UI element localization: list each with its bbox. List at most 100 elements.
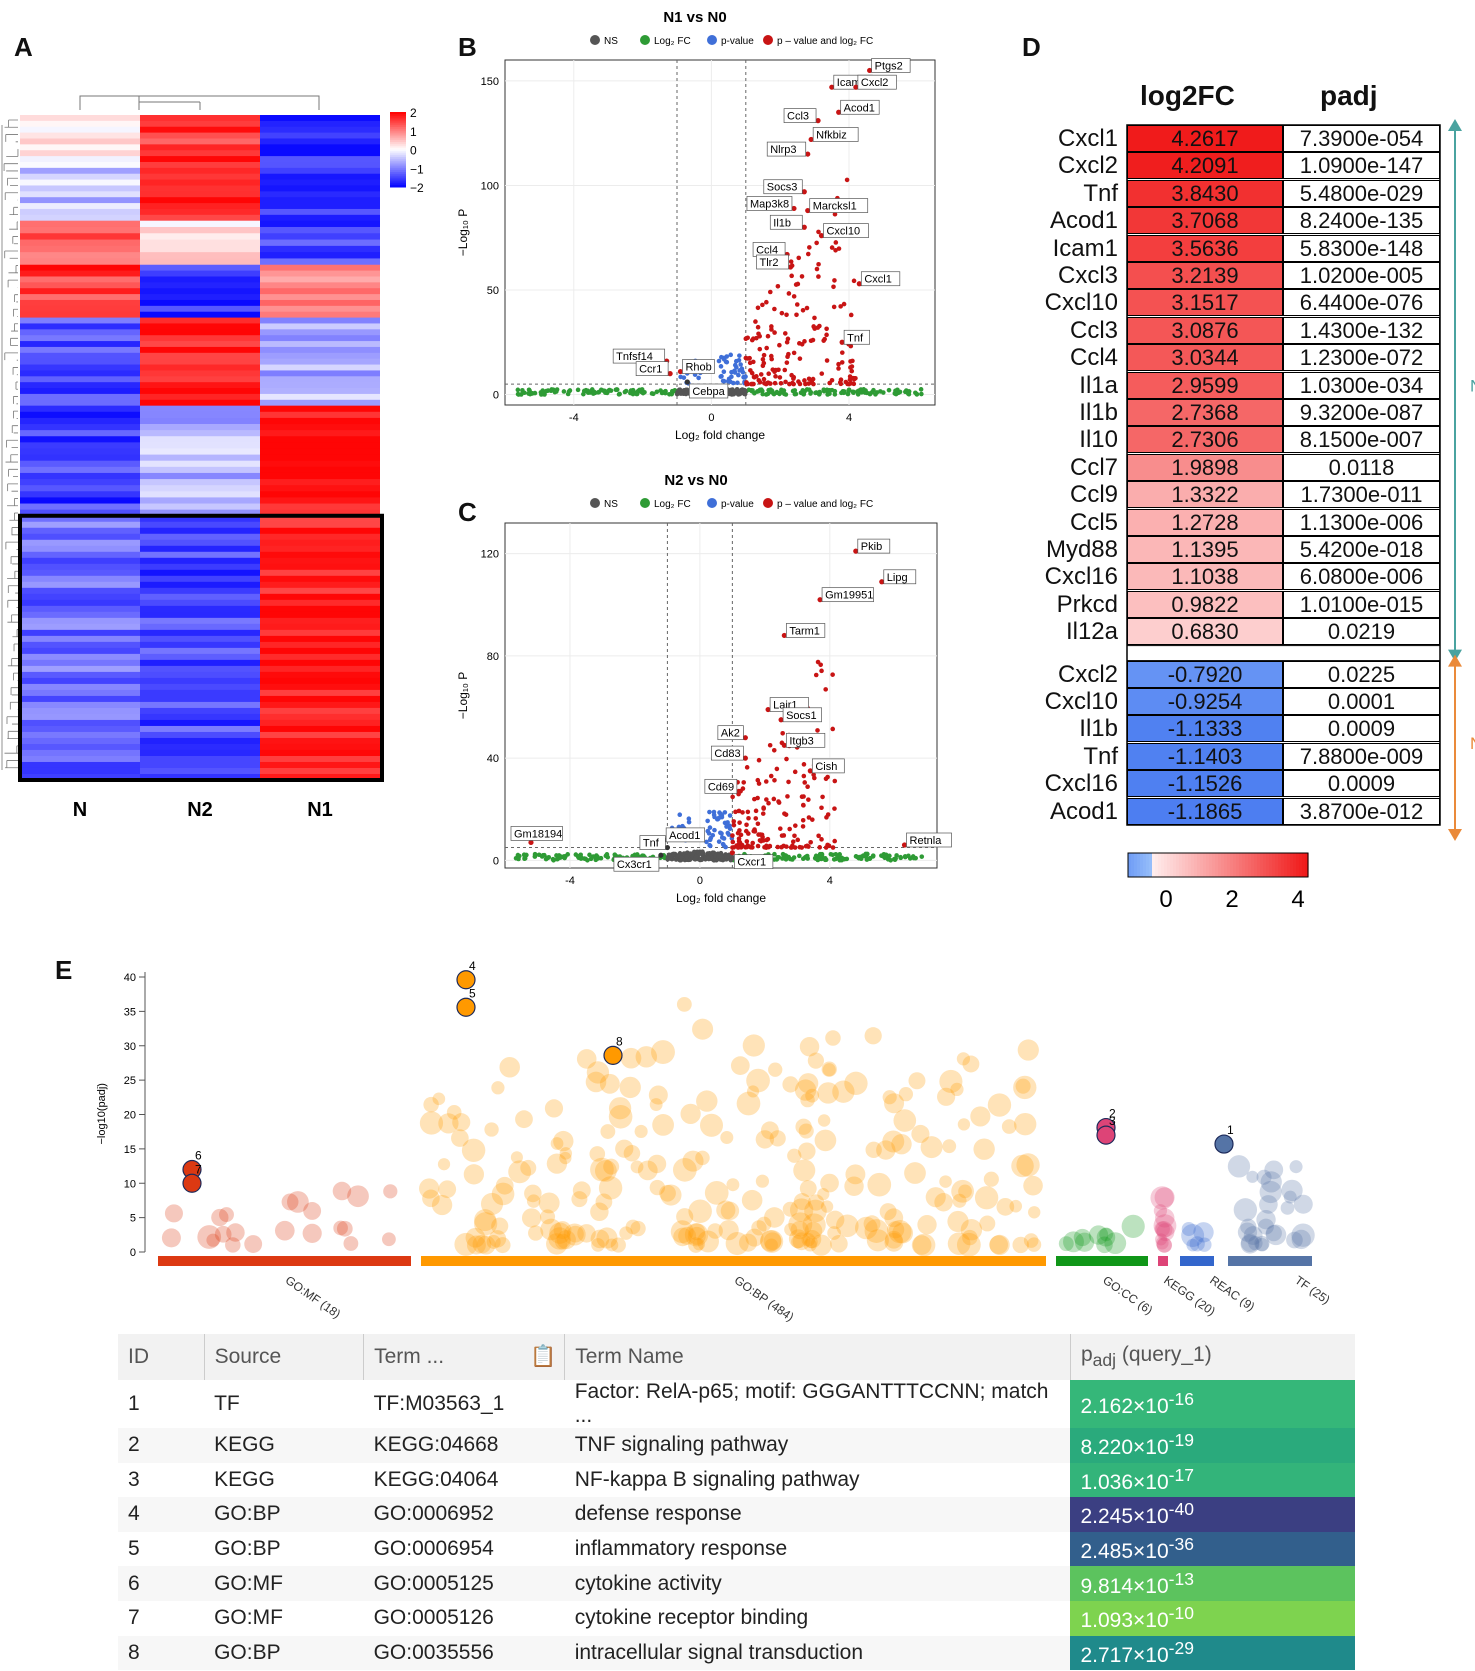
- point-pvalue: [721, 369, 727, 375]
- point-pvalue: [707, 842, 712, 848]
- point-sig: [737, 828, 742, 833]
- col-term-name[interactable]: Term Name: [564, 1334, 1071, 1380]
- col-term[interactable]: Term ... 📋: [363, 1334, 565, 1380]
- term-bubble: [989, 1235, 1009, 1255]
- colorbar-frame: [1127, 852, 1309, 878]
- point-label-box: [639, 835, 666, 850]
- padj-cell: 0.0009: [1283, 715, 1440, 743]
- term-bubble: [600, 1124, 616, 1139]
- heatmap-cell: [20, 126, 140, 134]
- point-fc: [575, 387, 581, 393]
- padj-exponent: -19: [1168, 1430, 1194, 1451]
- term-bubble: [1074, 1232, 1095, 1252]
- heatmap-cell: [20, 430, 140, 437]
- point-sig: [794, 312, 799, 318]
- table-row[interactable]: 4 GO:BP GO:0006952 defense response 2.245×10…: [118, 1497, 1355, 1532]
- point-fc: [793, 391, 799, 397]
- col-padj[interactable]: padj (query_1): [1069, 1334, 1355, 1380]
- term-bubble: [652, 1114, 674, 1136]
- heatmap-cell: [140, 305, 260, 313]
- padj-cell: 9.3200e-087: [1283, 399, 1440, 426]
- point-label: Lipg: [887, 572, 908, 584]
- table-row[interactable]: 1 TF TF:M03563_1 Factor: RelA-p65; motif: G…: [118, 1380, 1355, 1428]
- heatmap-cell: [140, 737, 260, 745]
- colorbar-step: [1284, 853, 1288, 877]
- point-ns: [666, 852, 672, 858]
- term-bubble: [939, 1069, 963, 1094]
- heatmap-cell: [260, 150, 380, 157]
- table-row: Il1b 2.7368 9.3200e-087: [1010, 399, 1475, 426]
- heatmap-cell: [20, 294, 140, 301]
- heatmap-cell: [20, 599, 140, 607]
- point-sig: [808, 840, 813, 845]
- point-label-box: [704, 778, 738, 794]
- heatmap-cell: [140, 683, 260, 691]
- cell-padj: 2.485×10-36: [1070, 1531, 1355, 1567]
- legend-gradient-step: [390, 158, 406, 162]
- table-row[interactable]: 6 GO:MF GO:0005125 cytokine activity 9.814×1…: [118, 1566, 1355, 1601]
- point-fc: [864, 855, 870, 861]
- heatmap-cell: [260, 551, 380, 559]
- table-row: Ccl3 3.0876 1.4300e-132: [1010, 316, 1475, 344]
- term-bubble: [807, 1052, 824, 1069]
- term-bubble: [419, 1111, 444, 1135]
- heatmap-cell: [260, 653, 380, 661]
- col-source[interactable]: Source: [203, 1334, 364, 1380]
- point-pvalue: [718, 364, 724, 369]
- heatmap-cell: [140, 713, 260, 721]
- term-bubble: [957, 1118, 971, 1131]
- point-ns: [728, 857, 734, 863]
- colorbar-step: [1167, 853, 1171, 877]
- legend-gradient-step: [390, 157, 406, 160]
- colorbar-tick: 0: [1159, 886, 1172, 913]
- heatmap-cell: [140, 503, 260, 511]
- term-bubble: [515, 1110, 533, 1129]
- table-row: Ccl4 3.0344 1.2300e-072: [1010, 344, 1475, 372]
- log2fc-cell: 1.2728: [1127, 508, 1283, 536]
- heatmap-cell: [260, 341, 380, 348]
- col-id[interactable]: ID: [118, 1334, 205, 1380]
- gene-name: Prkcd: [1056, 590, 1118, 618]
- term-bubble: [520, 1159, 537, 1176]
- term-bubble: [576, 1049, 597, 1069]
- point-sig: [760, 811, 766, 816]
- term-bubble: [892, 1222, 914, 1244]
- heatmap-cell: [20, 239, 140, 247]
- term-bubble: [865, 1141, 882, 1159]
- cell-source: KEGG: [204, 1428, 364, 1463]
- x-tick-label: 4: [827, 875, 833, 887]
- cell-source: GO:MF: [204, 1566, 364, 1601]
- point-sig: [823, 776, 829, 782]
- term-bubble: [803, 1230, 822, 1249]
- heatmap-cell: [20, 581, 140, 589]
- point-label: Retnla: [910, 835, 943, 847]
- term-bubble: [925, 1187, 946, 1208]
- point-sig: [807, 245, 812, 250]
- heatmap-cell: [20, 376, 140, 383]
- term-bubble: [825, 1030, 841, 1046]
- point-sig: [730, 845, 735, 850]
- table-row[interactable]: 2 KEGG KEGG:04668 TNF signaling pathway 8.22…: [118, 1428, 1355, 1463]
- heatmap-cell: [140, 311, 260, 319]
- point-fc: [522, 856, 528, 861]
- term-bubble: [882, 1090, 897, 1105]
- term-bubble: [219, 1207, 234, 1223]
- padj-exponent: -17: [1168, 1464, 1194, 1485]
- table-row[interactable]: 3 KEGG KEGG:04064 NF-kappa B signaling path…: [118, 1462, 1355, 1498]
- table-row[interactable]: 5 GO:BP GO:0006954 inflammatory response 2.4…: [118, 1531, 1355, 1567]
- point-sig: [804, 305, 810, 311]
- heatmap-cell: [140, 173, 260, 181]
- term-bubble: [197, 1225, 222, 1249]
- colorbar-step: [1215, 853, 1219, 877]
- heatmap-cell: [140, 191, 260, 198]
- term-bubble: [996, 1197, 1015, 1216]
- term-bubble: [1265, 1224, 1287, 1246]
- heatmap-cell: [260, 737, 380, 745]
- clipboard-icon[interactable]: 📋: [529, 1345, 557, 1368]
- point-fc: [918, 387, 924, 392]
- cell-name: TNF signaling pathway: [564, 1428, 1071, 1463]
- table-row[interactable]: 7 GO:MF GO:0005126 cytokine receptor bindin…: [118, 1600, 1355, 1636]
- table-row[interactable]: 8 GO:BP GO:0035556 intracellular signal tra…: [118, 1635, 1355, 1671]
- point-sig: [796, 255, 802, 261]
- term-bubble: [764, 1207, 785, 1228]
